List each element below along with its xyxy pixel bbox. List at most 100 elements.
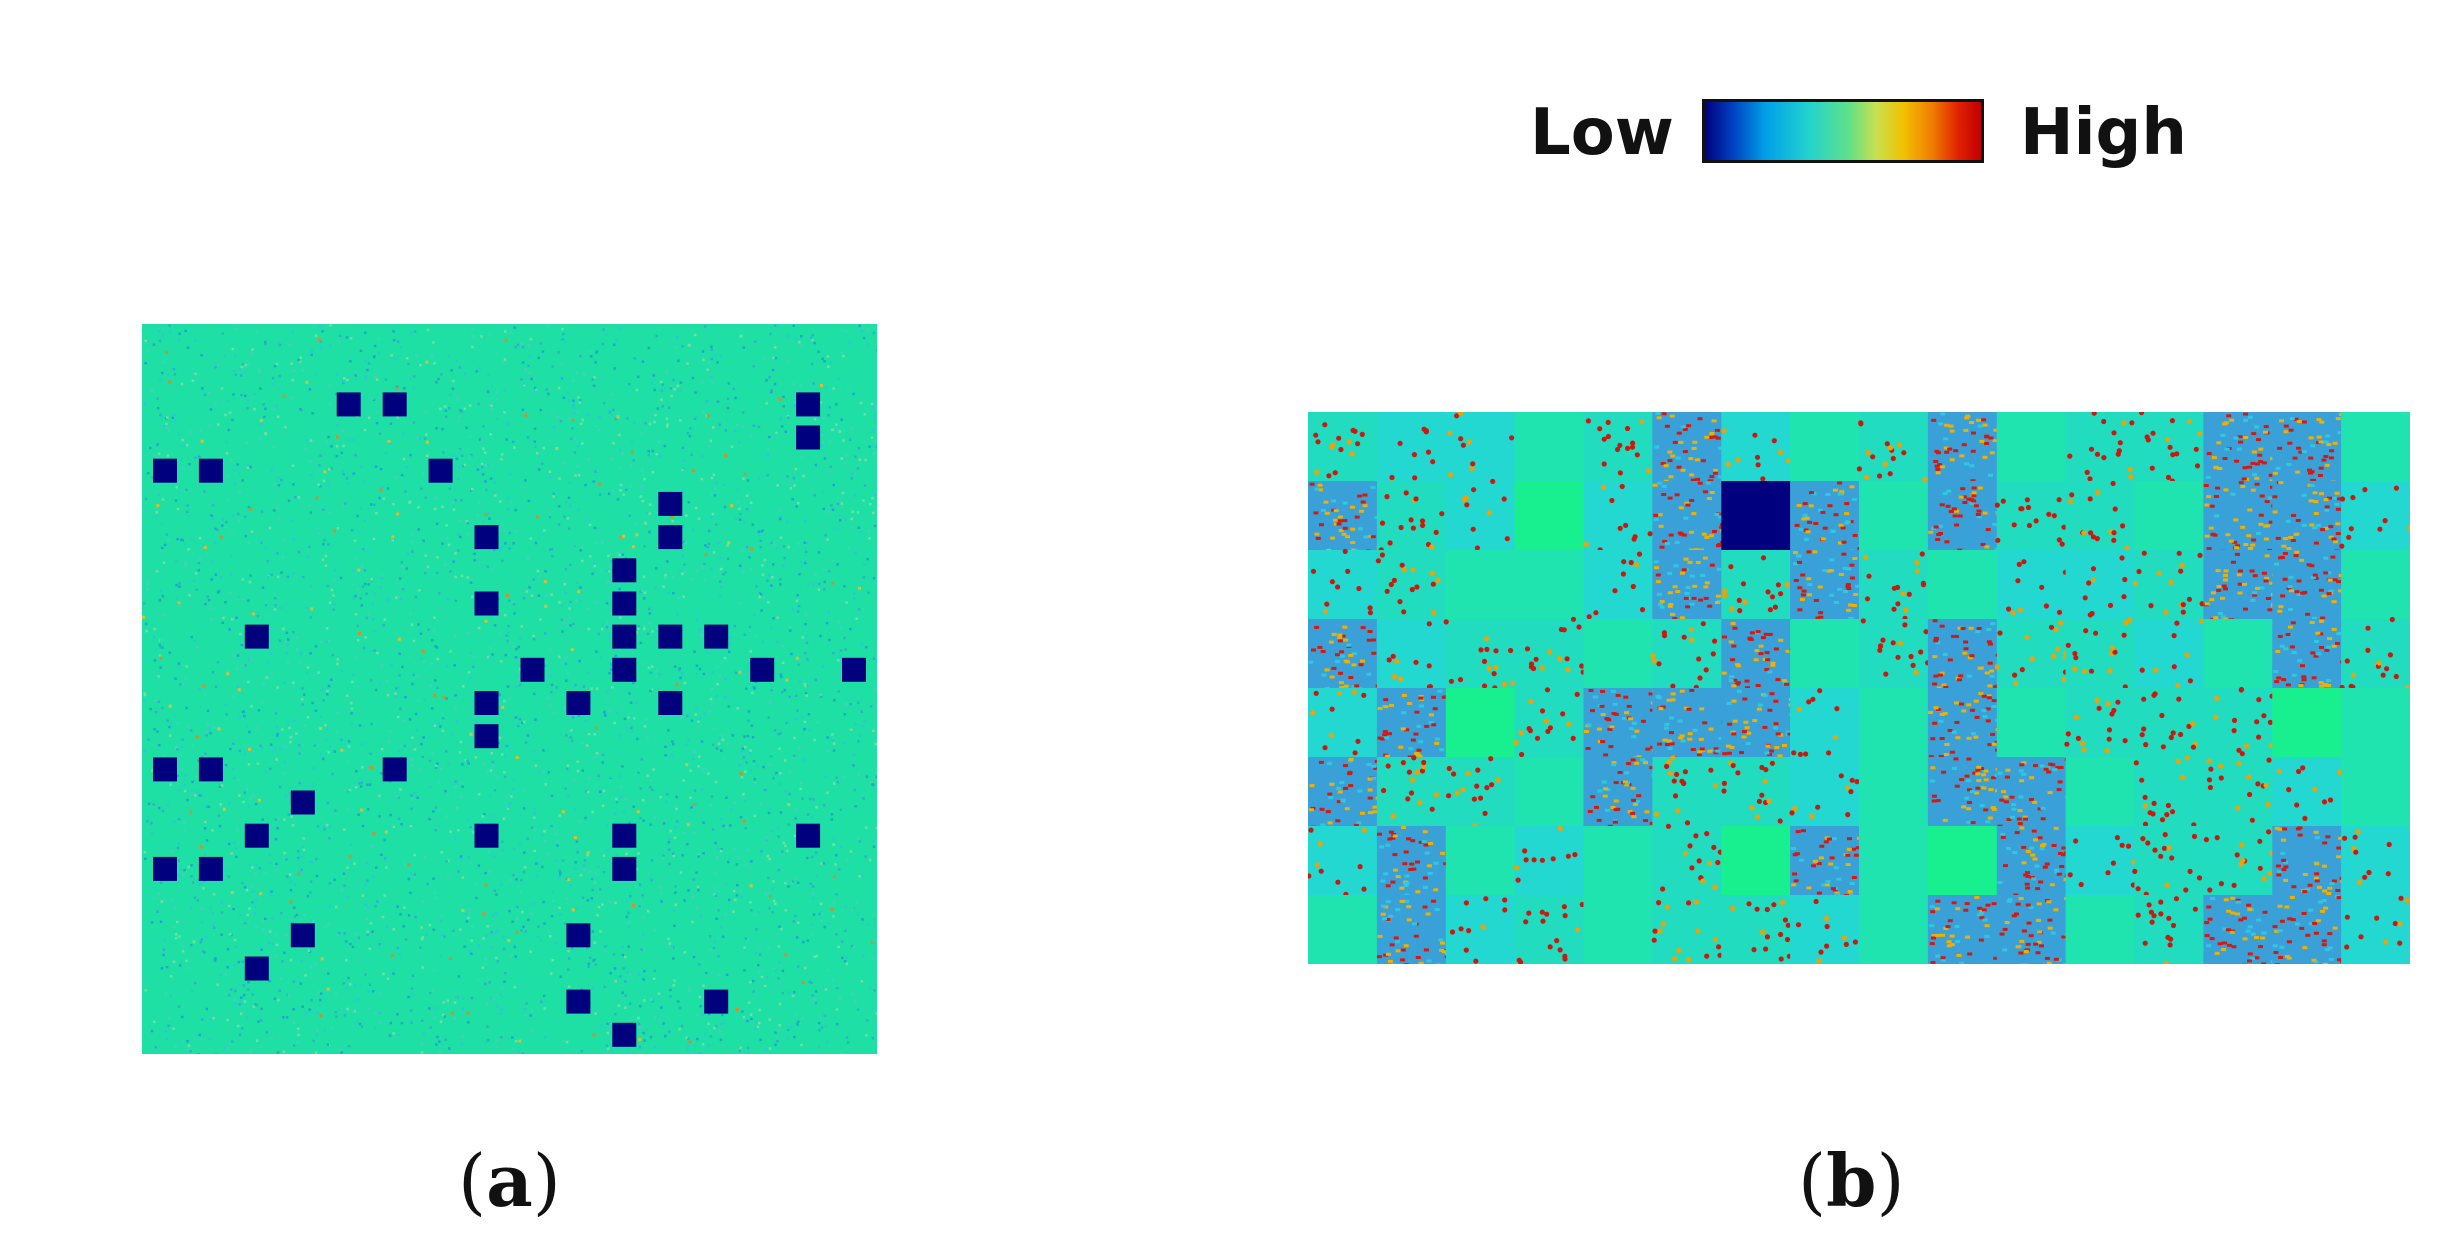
cell-b-3-3	[1514, 616, 1586, 689]
cell-b-7-10	[1996, 895, 2070, 964]
cell-b-3-0	[1308, 619, 1381, 691]
cell-b-4-14	[2272, 688, 2342, 758]
dark-block-a-24	[474, 724, 499, 749]
cell-b-2-3	[1514, 550, 1585, 620]
colorbar-legend: Low High	[1530, 85, 2230, 185]
cell-b-1-13	[2203, 481, 2277, 553]
caption-b: (b)	[1798, 1136, 1905, 1226]
dark-block-a-20	[842, 657, 866, 682]
heatmap-a-background	[142, 324, 877, 1054]
cell-b-3-6	[1721, 619, 1795, 690]
cell-b-7-7	[1790, 895, 1860, 964]
cell-b-5-12	[2133, 755, 2204, 828]
cell-b-3-15	[2339, 616, 2410, 691]
dark-block-a-23	[658, 691, 683, 715]
dark-block-a-5	[198, 458, 223, 483]
cell-b-0-7	[1790, 412, 1860, 482]
caption-a: (a)	[458, 1136, 561, 1226]
cell-b-7-2	[1445, 895, 1516, 964]
cell-b-2-14	[2272, 550, 2347, 620]
dark-block-a-1	[382, 392, 407, 417]
cell-b-6-12	[2132, 826, 2204, 897]
cell-b-2-6	[1721, 550, 1791, 620]
cell-b-1-4	[1583, 481, 1653, 553]
dark-block-a-4	[153, 458, 177, 483]
cell-b-5-0	[1308, 757, 1381, 829]
cell-b-6-5	[1652, 823, 1723, 896]
dark-block-a-30	[474, 823, 499, 848]
cell-b-2-10	[1996, 550, 2068, 620]
dark-block-a-41	[612, 1022, 637, 1047]
cell-b-2-1	[1375, 550, 1447, 620]
cell-b-1-11	[2065, 480, 2136, 551]
cell-b-7-3	[1514, 895, 1585, 964]
cell-b-5-7	[1789, 757, 1860, 827]
cell-b-7-11	[2065, 895, 2136, 964]
cell-b-0-14	[2272, 412, 2345, 484]
dark-block-a-38	[244, 956, 269, 981]
dark-block-a-14	[612, 624, 637, 649]
cell-b-5-8	[1859, 757, 1929, 827]
cell-b-2-0	[1308, 548, 1378, 620]
cell-b-5-10	[1996, 757, 2071, 828]
cell-b-3-5	[1650, 619, 1722, 690]
cell-b-6-0	[1308, 826, 1378, 897]
cell-b-6-11	[2065, 826, 2137, 896]
cell-b-3-13	[2203, 619, 2273, 689]
cell-b-1-3	[1514, 481, 1585, 551]
dark-block-a-36	[290, 923, 315, 948]
caption-a-close: )	[532, 1139, 561, 1223]
dark-block-a-32	[796, 823, 821, 848]
cell-b-2-8	[1859, 550, 1929, 621]
dark-block-a-12	[612, 591, 637, 616]
cell-b-5-2	[1445, 756, 1516, 829]
cell-b-4-7	[1790, 688, 1860, 758]
cell-b-3-9	[1927, 619, 2001, 690]
caption-a-letter: a	[486, 1138, 533, 1223]
cell-b-5-4	[1583, 757, 1657, 828]
cell-b-5-13	[2203, 757, 2273, 827]
cell-b-2-5	[1652, 550, 1722, 622]
heatmap-panel-b	[1308, 412, 2410, 964]
cell-b-5-5	[1652, 755, 1722, 827]
cell-b-0-11	[2065, 412, 2136, 482]
cell-b-3-14	[2272, 619, 2346, 689]
caption-a-open: (	[458, 1139, 487, 1223]
cell-b-4-6	[1721, 688, 1795, 758]
cell-b-6-4	[1583, 826, 1653, 896]
cell-b-2-7	[1790, 550, 1861, 620]
cell-b-6-9	[1927, 826, 1998, 896]
cell-b-6-8	[1859, 826, 1929, 896]
dark-block-a-18	[612, 657, 637, 682]
cell-b-1-7	[1790, 481, 1864, 553]
cell-b-3-8	[1859, 618, 1931, 689]
cell-b-3-12	[2134, 618, 2205, 689]
cell-b-6-15	[2341, 826, 2410, 896]
cell-b-0-5	[1652, 412, 1723, 483]
cell-b-1-2	[1445, 478, 1516, 551]
cell-b-2-13	[2203, 550, 2277, 622]
dark-block-a-8	[474, 525, 499, 550]
cell-b-0-6	[1721, 412, 1792, 482]
cell-b-7-8	[1859, 895, 1929, 964]
dark-block-a-27	[382, 757, 407, 782]
cell-b-4-12	[2134, 688, 2204, 758]
dark-block-a-28	[290, 790, 315, 815]
cell-b-2-4	[1583, 550, 1653, 620]
cell-b-5-6	[1721, 757, 1791, 827]
cell-b-7-5	[1651, 895, 1723, 964]
colorbar-gradient	[1702, 99, 1984, 163]
cell-b-6-1	[1376, 826, 1449, 897]
dark-block-a-22	[566, 691, 591, 715]
dark-block-a-31	[612, 823, 637, 848]
cell-b-1-8	[1859, 481, 1929, 551]
cell-b-0-12	[2134, 412, 2204, 484]
cell-b-6-13	[2203, 826, 2275, 896]
cell-b-0-8	[1856, 412, 1929, 483]
cell-b-4-10	[1996, 688, 2067, 758]
dark-block-a-11	[474, 591, 499, 616]
cell-b-7-4	[1583, 895, 1653, 964]
legend-low-label: Low	[1530, 96, 1674, 170]
cell-b-0-15	[2341, 412, 2410, 482]
dark-block-a-7	[658, 491, 683, 516]
